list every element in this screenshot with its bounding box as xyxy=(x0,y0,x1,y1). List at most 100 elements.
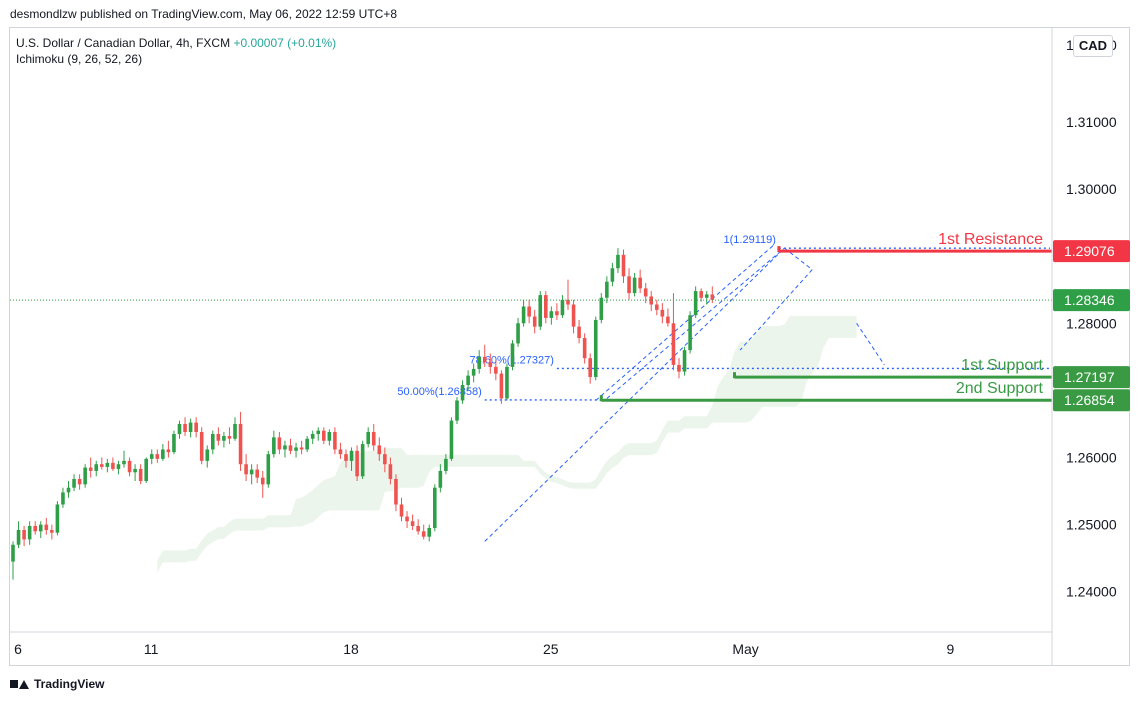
candle xyxy=(477,350,481,374)
candle xyxy=(449,417,454,461)
candle-body xyxy=(643,288,648,297)
candle xyxy=(677,358,681,379)
candle xyxy=(355,445,359,481)
candle-body xyxy=(16,529,21,545)
candle xyxy=(377,437,382,461)
candle-body xyxy=(111,462,115,469)
candle-body xyxy=(627,276,631,294)
level-price-label: 1.27197 xyxy=(1064,369,1115,385)
candle xyxy=(177,420,182,439)
current-price-tag xyxy=(1053,289,1130,312)
candle-body xyxy=(299,447,304,450)
x-tick-label: 18 xyxy=(343,641,359,657)
candle-body xyxy=(599,297,604,320)
candle xyxy=(494,360,498,381)
candle xyxy=(161,444,165,461)
brand-label: TradingView xyxy=(34,677,105,691)
candle-body xyxy=(399,504,404,517)
candle-body xyxy=(449,420,454,459)
candle-body xyxy=(211,434,215,450)
candle xyxy=(310,430,315,445)
fib-trend-line xyxy=(595,245,774,401)
candle-body xyxy=(371,432,376,446)
candle-body xyxy=(460,385,465,401)
candle xyxy=(272,430,276,458)
candle xyxy=(599,293,604,324)
candle xyxy=(72,474,76,492)
candle-body xyxy=(344,454,348,461)
level-price-tag xyxy=(1053,366,1130,389)
candle xyxy=(322,427,326,445)
candle xyxy=(305,436,309,453)
candle-body xyxy=(410,521,415,526)
candle-body xyxy=(677,364,681,372)
candle-body xyxy=(593,319,598,377)
candle-body xyxy=(327,432,332,441)
y-tick-label: 1.31000 xyxy=(1066,114,1117,130)
candle-body xyxy=(666,316,670,324)
candle xyxy=(638,269,642,294)
candle-body xyxy=(72,478,76,488)
publisher-line: desmondlzw published on TradingView.com,… xyxy=(10,7,398,21)
candle-body xyxy=(310,434,315,439)
candle xyxy=(111,457,115,471)
fib-trend-line xyxy=(606,247,785,399)
candle xyxy=(333,427,337,455)
candle-body xyxy=(444,458,448,471)
candle-body xyxy=(33,525,37,532)
tradingview-logo[interactable]: TradingView xyxy=(10,677,104,691)
candle-body xyxy=(521,306,526,324)
y-tick-label: 1.30000 xyxy=(1066,181,1117,197)
candle-body xyxy=(471,368,476,376)
candle xyxy=(632,272,637,297)
candle xyxy=(660,303,665,324)
candle xyxy=(149,449,154,465)
candle xyxy=(399,497,404,522)
candle-body xyxy=(194,422,198,433)
candle xyxy=(249,464,254,485)
candle xyxy=(593,316,598,381)
chart-frame[interactable] xyxy=(9,27,1130,666)
candle xyxy=(94,460,99,477)
candle xyxy=(671,293,676,371)
candle xyxy=(38,521,43,539)
y-tick-label: 1 xyxy=(1066,37,1074,53)
candle-body xyxy=(272,437,276,455)
candle xyxy=(616,248,620,273)
level-price-tag xyxy=(1053,389,1130,412)
candle-body xyxy=(377,445,382,455)
candle xyxy=(666,308,670,327)
candle-body xyxy=(638,277,642,289)
candle-body xyxy=(349,450,354,461)
candle-body xyxy=(166,449,171,453)
candle-body xyxy=(682,350,687,372)
candle xyxy=(549,306,554,325)
candle-body xyxy=(532,316,537,327)
price-change: +0.00007 (+0.01%) xyxy=(233,36,337,50)
candle-body xyxy=(88,467,93,471)
candle xyxy=(133,464,137,481)
candle-body xyxy=(277,437,282,450)
candle-body xyxy=(100,464,104,467)
candle xyxy=(266,450,271,488)
candle-body xyxy=(77,478,82,485)
candle xyxy=(433,484,437,532)
candle xyxy=(410,514,415,530)
currency-button[interactable]: CAD xyxy=(1073,35,1113,57)
candle-body xyxy=(222,436,226,441)
candle-body xyxy=(671,323,676,365)
candle xyxy=(688,311,692,354)
candle xyxy=(244,454,248,481)
candle xyxy=(482,344,487,367)
candle-body xyxy=(560,299,565,316)
candle-body xyxy=(710,294,715,300)
candle xyxy=(127,457,132,477)
candle xyxy=(327,429,332,446)
candle xyxy=(299,440,304,455)
chart-legend: U.S. Dollar / Canadian Dollar, 4h, FXCM … xyxy=(16,35,336,67)
candle-body xyxy=(155,454,160,459)
candle xyxy=(438,464,443,493)
candle-body xyxy=(227,436,232,439)
candle-body xyxy=(66,487,71,493)
